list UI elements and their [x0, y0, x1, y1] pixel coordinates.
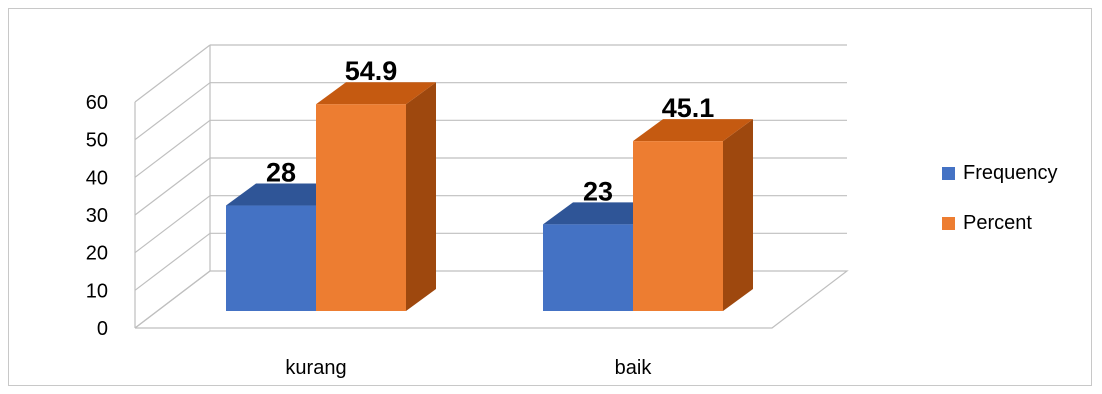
y-tick-label: 10 [86, 280, 108, 302]
bar-side-percent-baik [723, 119, 753, 311]
bar-top-percent-baik [633, 119, 753, 142]
side-wall-gridline [134, 195, 211, 254]
y-tick-label: 40 [86, 167, 108, 189]
chart-frame [8, 8, 1092, 386]
bar-percent-baik [633, 141, 723, 311]
bar-percent-kurang [316, 104, 406, 312]
legend-item-frequency: Frequency [942, 160, 1058, 186]
legend-label-frequency: Frequency [963, 161, 1058, 184]
y-tick-label: 0 [97, 318, 108, 340]
data-label: 54.9 [345, 56, 398, 86]
legend-item-percent: Percent [942, 210, 1058, 236]
side-wall-gridline [134, 119, 211, 178]
floor-outline [134, 270, 849, 329]
side-wall-gridline [134, 232, 211, 291]
legend: Frequency Percent [942, 160, 1058, 260]
y-tick-label: 50 [86, 130, 108, 152]
side-wall-gridline [134, 44, 211, 103]
bar-frequency-baik [543, 224, 633, 311]
bar-side-percent-kurang [406, 82, 436, 312]
y-tick-label: 20 [86, 243, 108, 265]
side-wall-gridline [134, 82, 211, 141]
bar-frequency-kurang [226, 205, 316, 311]
x-tick-label: baik [615, 357, 653, 379]
legend-label-percent: Percent [963, 211, 1032, 234]
x-tick-label: kurang [285, 357, 346, 379]
legend-swatch-percent [942, 216, 955, 230]
side-wall-gridline [134, 157, 211, 216]
y-tick-label: 60 [86, 92, 108, 114]
bar-top-percent-kurang [316, 82, 436, 105]
y-tick-label: 30 [86, 205, 108, 227]
data-label: 23 [583, 176, 613, 206]
legend-swatch-frequency [942, 166, 955, 180]
data-label: 28 [266, 158, 296, 188]
data-label: 45.1 [662, 93, 715, 123]
